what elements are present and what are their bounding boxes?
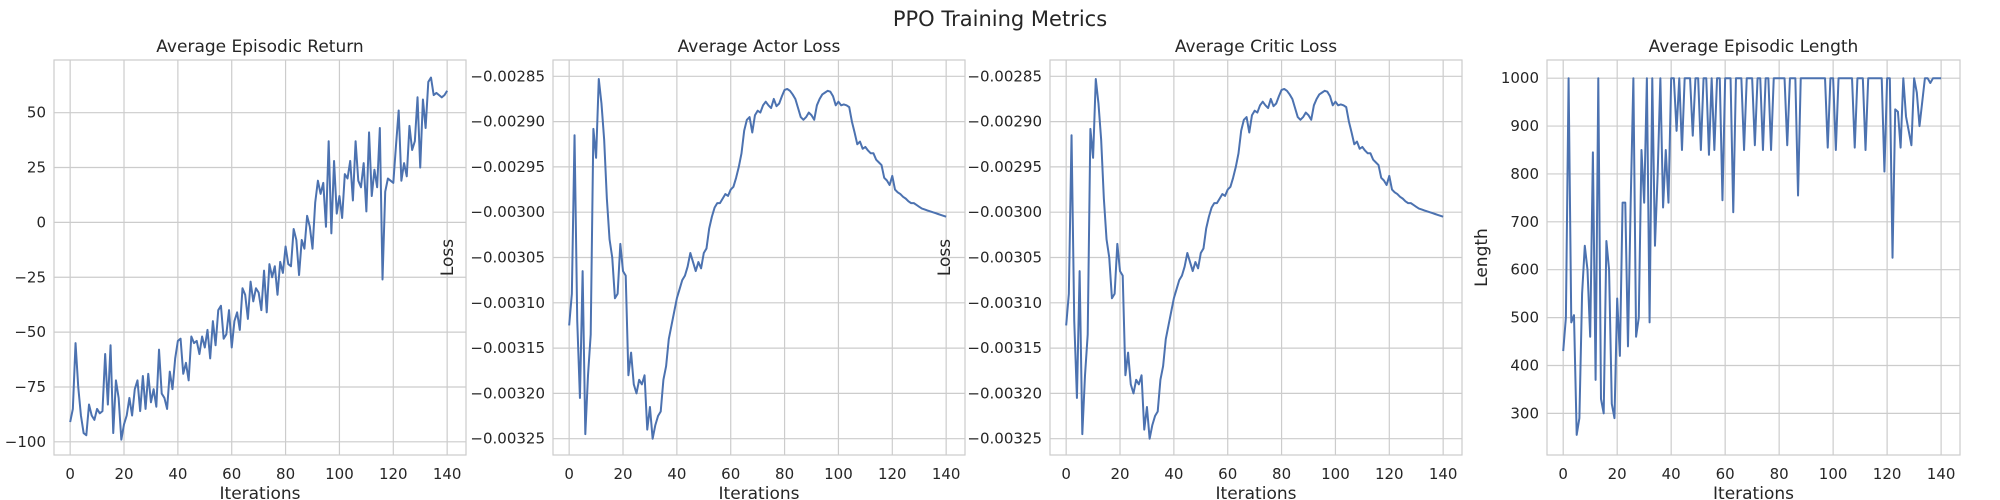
x-tick-label: 40 bbox=[1662, 465, 1681, 483]
x-tick-label: 20 bbox=[114, 465, 133, 483]
x-tick-label: 0 bbox=[1558, 465, 1568, 483]
x-tick-label: 100 bbox=[325, 465, 354, 483]
y-tick-label: 600 bbox=[1510, 261, 1539, 279]
y-tick-label: −75 bbox=[14, 378, 46, 396]
x-tick-label: 40 bbox=[168, 465, 187, 483]
y-tick-label: −0.00290 bbox=[967, 113, 1042, 131]
y-tick-label: −0.00285 bbox=[470, 67, 545, 85]
y-tick-label: −0.00320 bbox=[470, 384, 545, 402]
chart-title: Average Episodic Length bbox=[1649, 37, 1859, 57]
x-tick-label: 120 bbox=[878, 465, 907, 483]
x-tick-label: 80 bbox=[276, 465, 295, 483]
series-line-actor-loss bbox=[568, 78, 947, 440]
y-tick-label: −100 bbox=[5, 433, 46, 451]
x-tick-label: 60 bbox=[222, 465, 241, 483]
y-tick-label: −0.00325 bbox=[470, 430, 545, 448]
x-tick-label: 20 bbox=[1110, 465, 1129, 483]
y-tick-label: 700 bbox=[1510, 213, 1539, 231]
series-line-return bbox=[69, 76, 449, 441]
y-tick-label: −0.00300 bbox=[967, 203, 1042, 221]
y-tick-label: −0.00295 bbox=[470, 158, 545, 176]
chart-critic-loss: 0 20 40 60 80 100 120 140 −0.00325 −0.00320 −0.003… bbox=[935, 37, 1463, 500]
x-axis-label: Iterations bbox=[220, 484, 301, 500]
chart-title: Average Episodic Return bbox=[156, 37, 363, 57]
x-tick-label: 140 bbox=[1927, 465, 1956, 483]
plot-frame bbox=[53, 59, 467, 456]
y-tick-label: −0.00325 bbox=[967, 430, 1042, 448]
x-tick-label: 60 bbox=[1218, 465, 1237, 483]
y-tick-label: −0.00300 bbox=[470, 203, 545, 221]
chart-actor-loss: 0 20 40 60 80 100 120 140 −0.00325 −0.00320 −0.003… bbox=[438, 37, 966, 500]
chart-length: 0 20 40 60 80 100 120 140 300 400 500 600 700 800 900 1… bbox=[1472, 37, 1961, 500]
x-tick-label: 80 bbox=[1770, 465, 1789, 483]
x-tick-label: 60 bbox=[1716, 465, 1735, 483]
chart-title: Average Actor Loss bbox=[678, 37, 841, 57]
y-tick-label: −0.00310 bbox=[967, 294, 1042, 312]
x-tick-label: 120 bbox=[1375, 465, 1404, 483]
x-tick-label: 100 bbox=[824, 465, 853, 483]
x-tick-label: 40 bbox=[1164, 465, 1183, 483]
y-tick-label: −0.00305 bbox=[470, 249, 545, 267]
series-line-length bbox=[1562, 77, 1942, 436]
y-tick-label: −0.00295 bbox=[967, 158, 1042, 176]
x-tick-label: 0 bbox=[1061, 465, 1071, 483]
y-tick-label: −0.00315 bbox=[967, 339, 1042, 357]
x-tick-label: 0 bbox=[65, 465, 75, 483]
y-axis-label: Length bbox=[1472, 228, 1492, 287]
x-tick-label: 100 bbox=[1321, 465, 1350, 483]
y-tick-label: 50 bbox=[27, 104, 46, 122]
y-tick-label: −25 bbox=[14, 268, 46, 286]
x-tick-label: 20 bbox=[613, 465, 632, 483]
y-tick-label: −50 bbox=[14, 323, 46, 341]
y-tick-label: 0 bbox=[36, 213, 46, 231]
series-line-critic-loss bbox=[1065, 78, 1444, 440]
y-tick-label: −0.00320 bbox=[967, 384, 1042, 402]
x-axis-label: Iterations bbox=[1713, 484, 1794, 500]
x-tick-label: 100 bbox=[1819, 465, 1848, 483]
x-tick-label: 80 bbox=[1272, 465, 1291, 483]
y-tick-label: −0.00305 bbox=[967, 249, 1042, 267]
y-tick-label: −0.00310 bbox=[470, 294, 545, 312]
x-tick-label: 20 bbox=[1608, 465, 1627, 483]
figure-title: PPO Training Metrics bbox=[893, 7, 1107, 31]
chart-title: Average Critic Loss bbox=[1175, 37, 1337, 57]
x-tick-label: 140 bbox=[433, 465, 462, 483]
y-tick-label: −0.00315 bbox=[470, 339, 545, 357]
x-tick-label: 80 bbox=[775, 465, 794, 483]
x-tick-label: 140 bbox=[932, 465, 961, 483]
plot-frame bbox=[1546, 59, 1961, 456]
y-tick-label: 400 bbox=[1510, 356, 1539, 374]
x-axis-label: Iterations bbox=[1216, 484, 1297, 500]
x-tick-label: 140 bbox=[1429, 465, 1458, 483]
x-tick-label: 40 bbox=[667, 465, 686, 483]
x-tick-label: 120 bbox=[1873, 465, 1902, 483]
x-tick-label: 0 bbox=[564, 465, 574, 483]
plot-frame bbox=[552, 59, 966, 456]
chart-return: 0 20 40 60 80 100 120 140 −100 −75 −50 −25 0 25 50 Aver… bbox=[5, 37, 467, 500]
plot-frame bbox=[1049, 59, 1463, 456]
y-tick-label: 1000 bbox=[1501, 69, 1539, 87]
y-axis-label: Loss bbox=[438, 239, 458, 276]
y-axis-label: Loss bbox=[935, 239, 955, 276]
x-tick-label: 60 bbox=[721, 465, 740, 483]
x-tick-label: 120 bbox=[379, 465, 408, 483]
y-tick-label: 300 bbox=[1510, 404, 1539, 422]
x-axis-label: Iterations bbox=[719, 484, 800, 500]
y-tick-label: 500 bbox=[1510, 309, 1539, 327]
y-tick-label: 800 bbox=[1510, 165, 1539, 183]
y-tick-label: 25 bbox=[27, 159, 46, 177]
chart-panels: 0 20 40 60 80 100 120 140 −100 −75 −50 −25 0 25 50 Aver… bbox=[5, 37, 1961, 500]
y-tick-label: −0.00285 bbox=[967, 67, 1042, 85]
y-tick-label: 900 bbox=[1510, 117, 1539, 135]
y-tick-label: −0.00290 bbox=[470, 113, 545, 131]
